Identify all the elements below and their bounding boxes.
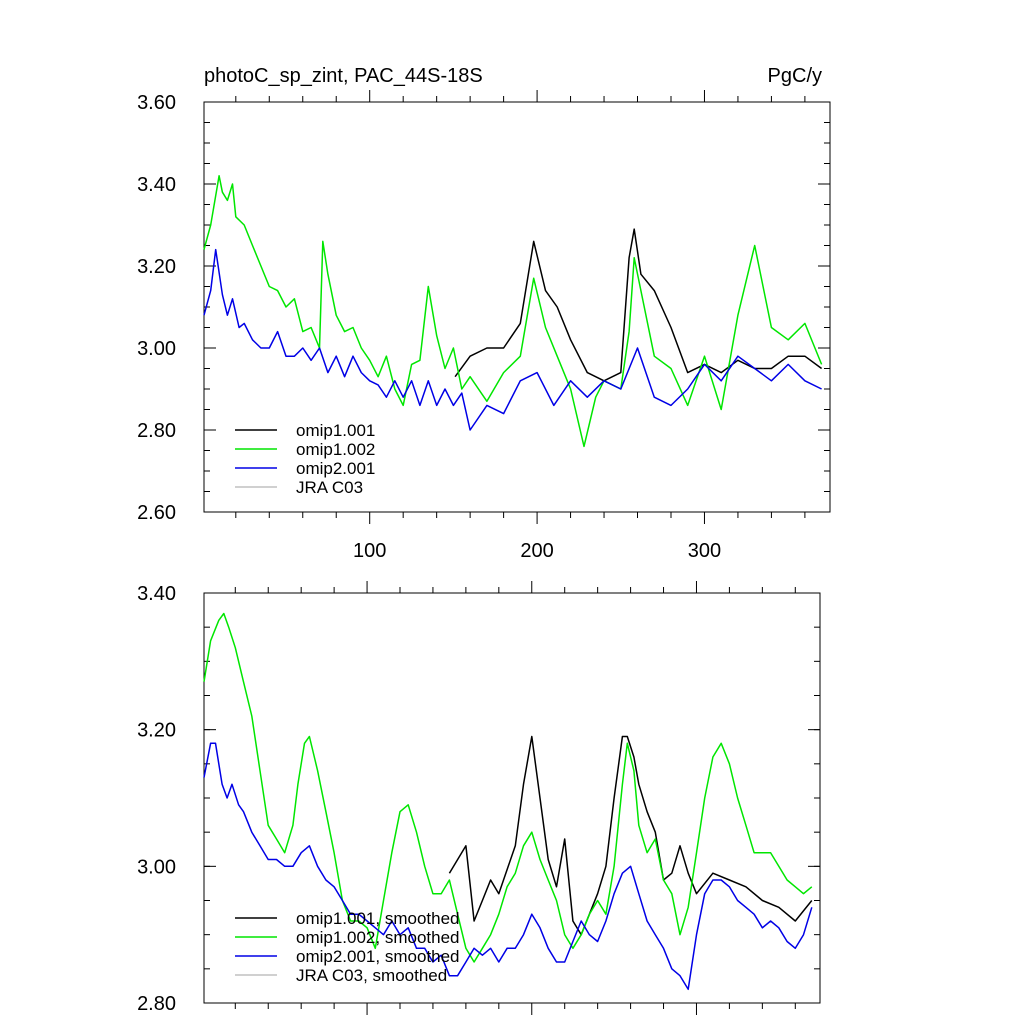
series-line-1 xyxy=(203,612,813,963)
y-tick-label: 2.60 xyxy=(137,502,176,524)
x-tick-label: 200 xyxy=(520,540,553,562)
y-tick-label: 3.20 xyxy=(137,720,176,742)
legend-label-0: omip1.001, smoothed xyxy=(296,909,460,928)
legend-label-0: omip1.001 xyxy=(296,421,375,440)
top-chart-series xyxy=(203,175,823,448)
series-line-0 xyxy=(448,735,813,936)
top-chart-panel: photoC_sp_zint, PAC_44S-18S PgC/y 2.602.… xyxy=(137,65,831,562)
top-chart-title: photoC_sp_zint, PAC_44S-18S xyxy=(204,65,483,87)
y-tick-label: 2.80 xyxy=(137,420,176,442)
top-chart-units: PgC/y xyxy=(768,65,822,87)
y-tick-label: 3.00 xyxy=(137,856,176,878)
top-chart-axes: 2.60 2.80 3.00 3.20 3.40 3.60 100 200 300 xyxy=(137,90,831,562)
series-line-1 xyxy=(203,175,823,448)
legend-label-3: JRA C03, smoothed xyxy=(296,966,447,985)
legend-label-2: omip2.001 xyxy=(296,459,375,478)
legend-label-3: JRA C03 xyxy=(296,478,363,497)
y-tick-label: 3.00 xyxy=(137,338,176,360)
legend-label-1: omip1.002, smoothed xyxy=(296,928,460,947)
bottom-chart-series xyxy=(203,612,813,991)
y-tick-label: 3.60 xyxy=(137,92,176,114)
y-tick-label: 3.40 xyxy=(137,583,176,605)
series-line-2 xyxy=(203,248,822,431)
y-tick-label: 3.40 xyxy=(137,174,176,196)
x-tick-label: 100 xyxy=(353,540,386,562)
bottom-chart-panel: 2.803.003.203.40 omip1.001, smoothedomip… xyxy=(137,581,821,1015)
series-line-2 xyxy=(203,742,813,991)
x-tick-label: 300 xyxy=(688,540,721,562)
y-tick-label: 2.80 xyxy=(137,993,176,1015)
legend-label-2: omip2.001, smoothed xyxy=(296,947,460,966)
bottom-chart-axes: 2.80 3.00 3.20 3.40 xyxy=(137,581,821,1015)
y-tick-label: 3.20 xyxy=(137,256,176,278)
legend-label-1: omip1.002 xyxy=(296,440,375,459)
